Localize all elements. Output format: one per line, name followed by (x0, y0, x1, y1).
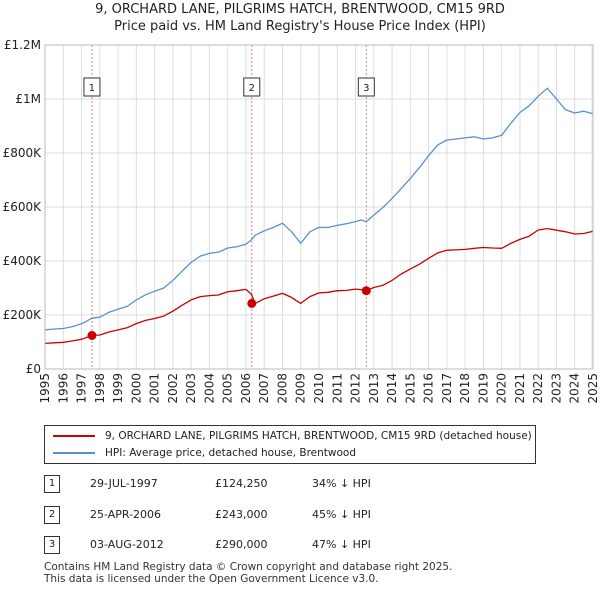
transaction-marker-box (243, 77, 261, 97)
y-tick-label: £1.2M (4, 38, 41, 52)
chart-title-address: 9, ORCHARD LANE, PILGRIMS HATCH, BRENTWO… (95, 2, 505, 17)
x-tick-label: 2015 (403, 373, 417, 404)
x-tick-label: 2013 (367, 373, 381, 404)
y-tick-label: £0 (26, 362, 41, 376)
transaction-row: 2 25-APR-2006 £243,000 45% ↓ HPI (0, 506, 600, 526)
x-tick-label: 2011 (330, 373, 344, 404)
y-tick-label: £200K (3, 308, 43, 322)
transaction-marker-box (357, 77, 375, 97)
chart-legend: 9, ORCHARD LANE, PILGRIMS HATCH, BRENTWO… (44, 425, 536, 464)
transaction-hpi-diff: 34% ↓ HPI (312, 477, 371, 490)
x-tick-label: 2004 (202, 373, 216, 404)
x-tick-label: 2008 (275, 373, 289, 404)
x-tick-label: 1997 (75, 373, 89, 404)
x-tick-label: 2022 (531, 373, 545, 404)
property-price-line (44, 227, 594, 345)
transaction-point (247, 298, 257, 308)
x-tick-label: 2025 (586, 373, 600, 404)
x-tick-label: 2010 (312, 373, 326, 404)
transaction-point (87, 330, 97, 340)
chart-subtitle: Price paid vs. HM Land Registry's House … (114, 19, 486, 34)
plot-frame (44, 44, 594, 370)
transaction-date: 03-AUG-2012 (90, 538, 164, 551)
footer-line-2: This data is licensed under the Open Gov… (44, 573, 379, 585)
price-chart: 1 2 3 £0 £200K £400K £600K £800K £1M £1.2M 1995 19… (3, 38, 600, 404)
transaction-marker-box (83, 77, 101, 97)
legend-label-hpi: HPI: Average price, detached house, Bren… (105, 447, 356, 459)
transaction-marker-number: 2 (249, 83, 255, 94)
transaction-marker-number: 3 (363, 83, 369, 94)
legend-label-property: 9, ORCHARD LANE, PILGRIMS HATCH, BRENTWO… (105, 430, 532, 442)
transaction-price: £124,250 (215, 477, 268, 490)
x-tick-label: 2014 (385, 373, 399, 404)
transaction-row: 1 29-JUL-1997 £124,250 34% ↓ HPI (0, 475, 600, 495)
x-tick-label: 2003 (184, 373, 198, 404)
x-tick-label: 2023 (549, 373, 563, 404)
x-tick-label: 2016 (422, 373, 436, 404)
x-tick-label: 2019 (476, 373, 490, 404)
x-tick-label: 2009 (294, 373, 308, 404)
y-tick-label: £1M (15, 92, 41, 106)
x-tick-label: 2020 (495, 373, 509, 404)
x-tick-label: 2021 (513, 373, 527, 404)
x-tick-label: 2007 (257, 373, 271, 404)
transaction-point (361, 286, 371, 296)
transaction-number: 1 (44, 475, 60, 493)
y-tick-label: £400K (3, 254, 43, 268)
legend-swatch-property (53, 435, 95, 437)
x-tick-label: 2000 (129, 373, 143, 404)
x-tick-label: 2002 (166, 373, 180, 404)
x-tick-label: 2001 (148, 373, 162, 404)
x-tick-label: 2017 (440, 373, 454, 404)
x-tick-label: 1999 (111, 373, 125, 404)
transaction-date: 25-APR-2006 (90, 508, 162, 521)
transaction-row: 3 03-AUG-2012 £290,000 47% ↓ HPI (0, 536, 600, 556)
footer-copyright: Contains HM Land Registry data © Crown c… (44, 561, 452, 585)
transaction-hpi-diff: 45% ↓ HPI (312, 508, 371, 521)
x-tick-label: 2006 (239, 373, 253, 404)
x-tick-label: 1996 (56, 373, 70, 404)
legend-swatch-hpi (53, 452, 95, 454)
x-tick-label: 2012 (349, 373, 363, 404)
legend-item-property: 9, ORCHARD LANE, PILGRIMS HATCH, BRENTWO… (45, 428, 532, 444)
transaction-price: £243,000 (215, 508, 268, 521)
legend-item-hpi: HPI: Average price, detached house, Bren… (45, 445, 356, 461)
transaction-price: £290,000 (215, 538, 268, 551)
transaction-marker-number: 1 (89, 83, 95, 94)
x-tick-label: 2024 (568, 373, 582, 404)
y-tick-label: £800K (3, 146, 43, 160)
x-tick-label: 2005 (221, 373, 235, 404)
footer-line-1: Contains HM Land Registry data © Crown c… (44, 561, 453, 573)
y-tick-label: £600K (3, 200, 43, 214)
x-tick-label: 1998 (93, 373, 107, 404)
x-tick-label: 1995 (38, 373, 52, 404)
transaction-number: 3 (44, 536, 60, 554)
hpi-line (44, 87, 594, 331)
x-tick-label: 2018 (458, 373, 472, 404)
transaction-date: 29-JUL-1997 (90, 477, 158, 490)
transaction-number: 2 (44, 506, 60, 524)
transaction-hpi-diff: 47% ↓ HPI (312, 538, 371, 551)
